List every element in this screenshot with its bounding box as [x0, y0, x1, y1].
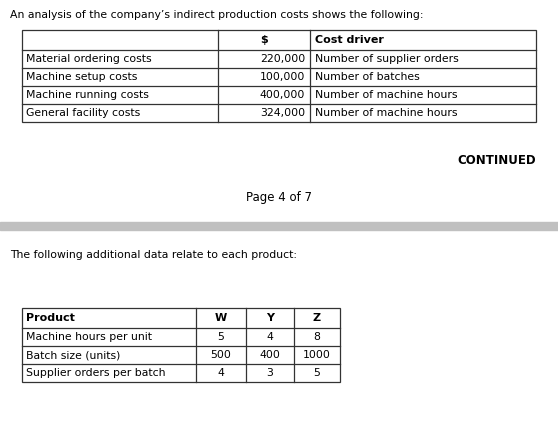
- Text: 3: 3: [267, 368, 273, 378]
- Text: 100,000: 100,000: [259, 72, 305, 82]
- Text: CONTINUED: CONTINUED: [458, 154, 536, 166]
- Text: Number of machine hours: Number of machine hours: [315, 90, 458, 100]
- Text: Machine running costs: Machine running costs: [26, 90, 149, 100]
- Text: 500: 500: [210, 350, 232, 360]
- Text: Number of machine hours: Number of machine hours: [315, 108, 458, 118]
- Text: 4: 4: [218, 368, 224, 378]
- Text: 5: 5: [218, 332, 224, 342]
- Text: 1000: 1000: [303, 350, 331, 360]
- Text: Product: Product: [26, 313, 75, 323]
- Bar: [22, 30, 536, 122]
- Text: Machine setup costs: Machine setup costs: [26, 72, 137, 82]
- Text: Cost driver: Cost driver: [315, 35, 384, 45]
- Text: Batch size (units): Batch size (units): [26, 350, 121, 360]
- Text: Number of batches: Number of batches: [315, 72, 420, 82]
- Text: Y: Y: [266, 313, 274, 323]
- Text: Page 4 of 7: Page 4 of 7: [246, 191, 312, 203]
- Text: W: W: [215, 313, 227, 323]
- Bar: [22, 308, 340, 382]
- Text: 400,000: 400,000: [259, 90, 305, 100]
- Text: 5: 5: [314, 368, 320, 378]
- Text: 400: 400: [259, 350, 281, 360]
- Text: Z: Z: [313, 313, 321, 323]
- Text: 220,000: 220,000: [260, 54, 305, 64]
- Text: 324,000: 324,000: [260, 108, 305, 118]
- Bar: [0, 222, 558, 230]
- Text: The following additional data relate to each product:: The following additional data relate to …: [10, 250, 297, 260]
- Text: 4: 4: [267, 332, 273, 342]
- Text: General facility costs: General facility costs: [26, 108, 140, 118]
- Text: An analysis of the company’s indirect production costs shows the following:: An analysis of the company’s indirect pr…: [10, 10, 424, 20]
- Text: 8: 8: [314, 332, 320, 342]
- Text: Number of supplier orders: Number of supplier orders: [315, 54, 459, 64]
- Text: $: $: [260, 35, 268, 45]
- Text: Material ordering costs: Material ordering costs: [26, 54, 152, 64]
- Text: Supplier orders per batch: Supplier orders per batch: [26, 368, 166, 378]
- Text: Machine hours per unit: Machine hours per unit: [26, 332, 152, 342]
